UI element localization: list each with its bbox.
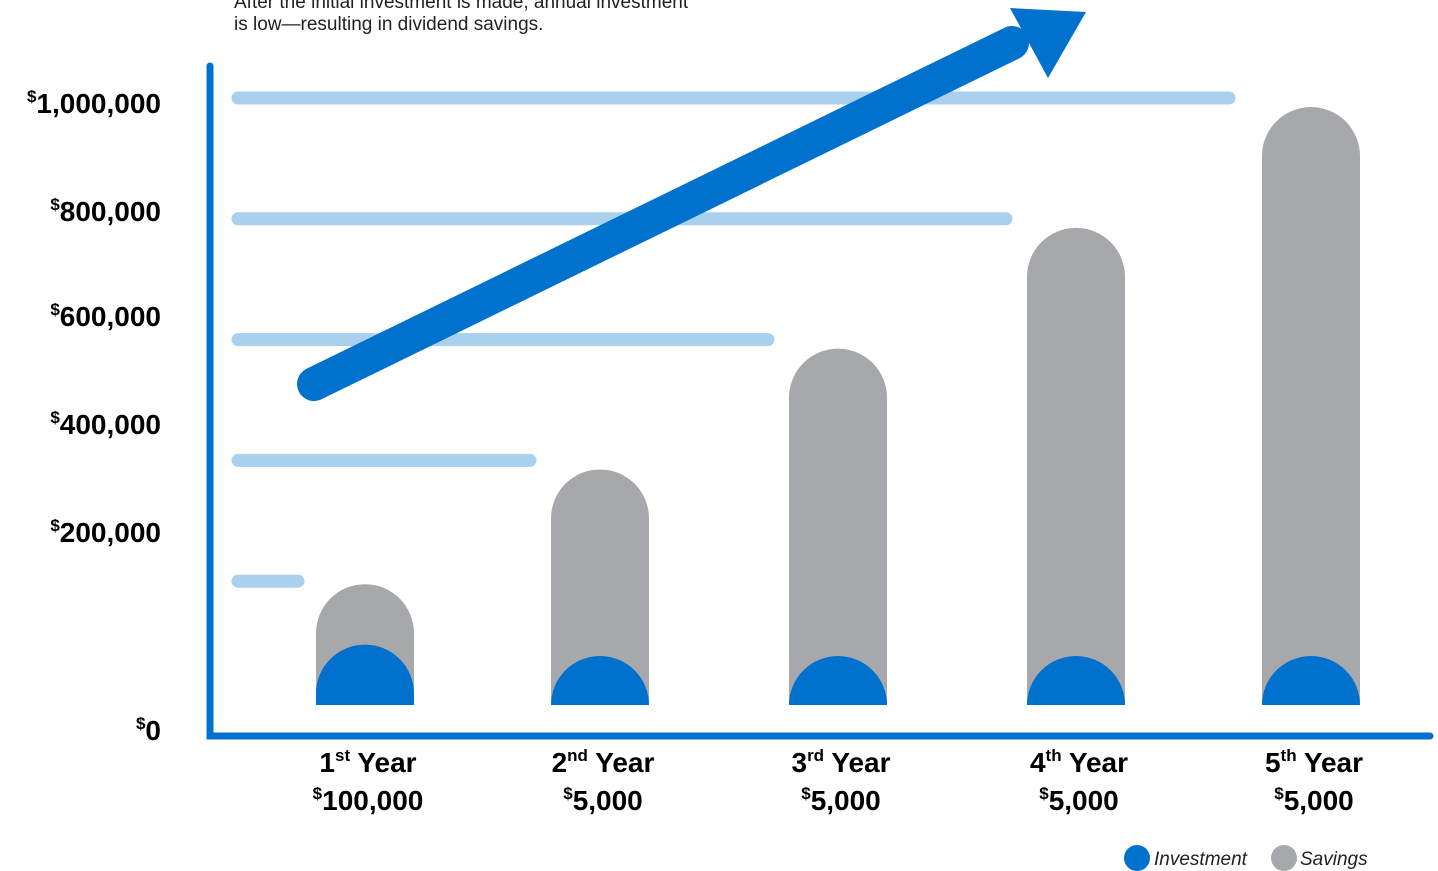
- category-number: 3: [791, 747, 807, 778]
- category-amount-currency: $: [313, 784, 323, 803]
- investment-bar: [1262, 656, 1360, 705]
- y-tick-currency: $: [50, 195, 60, 214]
- category-ordinal: nd: [567, 746, 588, 765]
- category-word: Year: [1062, 747, 1129, 778]
- category-amount: 5,000: [573, 785, 643, 816]
- svg-text:2nd Year: 2nd Year: [552, 746, 655, 778]
- svg-text:$5,000: $5,000: [1039, 784, 1119, 816]
- svg-text:$5,000: $5,000: [1274, 784, 1354, 816]
- svg-text:1st Year: 1st Year: [319, 746, 416, 778]
- y-tick-currency: $: [50, 408, 60, 427]
- y-tick-label: 200,000: [60, 517, 161, 548]
- category-number: 4: [1030, 747, 1046, 778]
- y-tick-label: 600,000: [60, 301, 161, 332]
- savings-bar: [1027, 227, 1125, 706]
- category-number: 5: [1265, 747, 1281, 778]
- svg-text:$0: $0: [136, 714, 161, 746]
- category-word: Year: [588, 747, 655, 778]
- y-tick-currency: $: [50, 516, 60, 535]
- category-number: 2: [552, 747, 568, 778]
- savings-bar: [789, 348, 887, 705]
- trend-arrow: [297, 8, 1086, 401]
- category-ordinal: st: [335, 746, 350, 765]
- category-ordinal: th: [1281, 746, 1297, 765]
- investment-bar: [316, 644, 414, 705]
- category-word: Year: [1297, 747, 1364, 778]
- legend-swatch-savings: [1271, 845, 1297, 871]
- annotation-line-1: After the initial investment is made, an…: [234, 0, 689, 13]
- svg-text:$800,000: $800,000: [50, 195, 161, 227]
- y-tick-label: 800,000: [60, 196, 161, 227]
- category-word: Year: [824, 747, 891, 778]
- annotation-line-2: is low—resulting in dividend savings.: [234, 14, 543, 35]
- legend-label-investment: Investment: [1154, 849, 1248, 870]
- y-tick-currency: $: [50, 300, 60, 319]
- category-ordinal: th: [1046, 746, 1062, 765]
- legend-swatch-investment: [1124, 845, 1150, 871]
- svg-text:$600,000: $600,000: [50, 300, 161, 332]
- y-tick-label: 1,000,000: [36, 88, 161, 119]
- axes: [206, 62, 1434, 740]
- trend-arrow-shaft: [297, 26, 1029, 401]
- y-tick-currency: $: [136, 714, 146, 733]
- category-amount-currency: $: [801, 784, 811, 803]
- investment-bar: [789, 656, 887, 705]
- category-number: 1: [319, 747, 335, 778]
- category-amount: 5,000: [1049, 785, 1119, 816]
- svg-text:$5,000: $5,000: [563, 784, 643, 816]
- savings-bar: [1262, 107, 1360, 706]
- svg-text:3rd Year: 3rd Year: [791, 746, 890, 778]
- svg-text:$200,000: $200,000: [50, 516, 161, 548]
- svg-text:5th Year: 5th Year: [1265, 746, 1363, 778]
- y-tick-label: 0: [145, 715, 161, 746]
- axis-lines: [206, 62, 1434, 740]
- category-word: Year: [350, 747, 417, 778]
- category-amount-currency: $: [1039, 784, 1049, 803]
- investment-bar: [1027, 656, 1125, 705]
- svg-text:$5,000: $5,000: [801, 784, 881, 816]
- category-amount: 5,000: [1284, 785, 1354, 816]
- y-tick-labels: $0$200,000$400,000$600,000$800,000$1,000…: [27, 87, 161, 746]
- investment-bar: [551, 656, 649, 705]
- svg-text:4th Year: 4th Year: [1030, 746, 1128, 778]
- svg-text:$1,000,000: $1,000,000: [27, 87, 161, 119]
- category-amount-currency: $: [563, 784, 573, 803]
- savings-bar: [551, 469, 649, 705]
- legend-label-savings: Savings: [1300, 849, 1368, 870]
- category-amount: 5,000: [811, 785, 881, 816]
- y-tick-currency: $: [27, 87, 37, 106]
- bars: [316, 107, 1360, 706]
- svg-text:$400,000: $400,000: [50, 408, 161, 440]
- category-amount-currency: $: [1274, 784, 1284, 803]
- svg-text:$100,000: $100,000: [313, 784, 424, 816]
- category-amount: 100,000: [322, 785, 423, 816]
- legend: Investment Savings: [1124, 845, 1368, 871]
- y-tick-label: 400,000: [60, 409, 161, 440]
- category-ordinal: rd: [807, 746, 824, 765]
- trend-arrow-head: [1010, 8, 1086, 78]
